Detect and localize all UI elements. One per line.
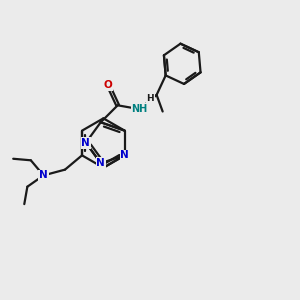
Text: N: N (96, 158, 105, 168)
Text: H: H (146, 94, 154, 103)
Text: N: N (39, 170, 48, 180)
Text: O: O (104, 80, 113, 90)
Text: N: N (120, 150, 129, 160)
Text: N: N (82, 138, 90, 148)
Text: NH: NH (131, 104, 148, 114)
